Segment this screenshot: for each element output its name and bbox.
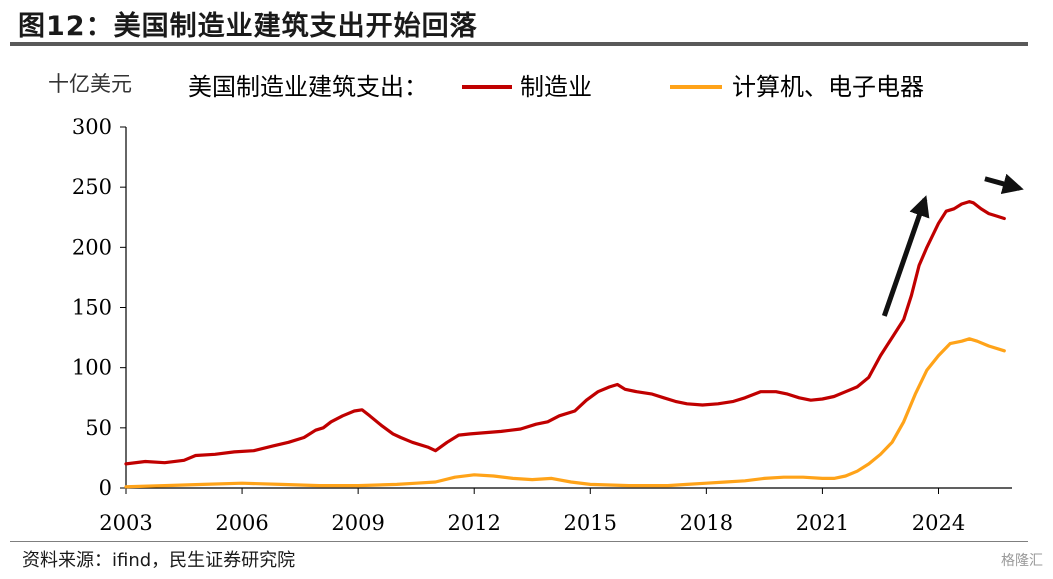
legend-title: 美国制造业建筑支出： — [188, 73, 428, 101]
y-tick-label: 50 — [85, 416, 112, 440]
x-tick-label: 2003 — [99, 511, 152, 535]
y-tick-label: 0 — [99, 476, 112, 500]
y-tick-label: 300 — [72, 115, 112, 139]
down-trend-arrow — [984, 173, 1024, 195]
y-tick-label: 100 — [72, 356, 112, 380]
x-tick-label: 2009 — [331, 511, 384, 535]
x-tick-label: 2018 — [680, 511, 733, 535]
source-note: 资料来源：ifind，民生证券研究院 — [22, 550, 296, 571]
axes: 0 50 100 150 200 250 300 2003 2006 2009 2012 2015 20… — [72, 115, 1012, 535]
x-tick-label: 2006 — [215, 511, 268, 535]
title-rule — [10, 42, 1028, 46]
legend: 美国制造业建筑支出： 制造业 计算机、电子电器 — [188, 73, 924, 101]
y-axis-label: 十亿美元 — [48, 72, 132, 96]
legend-label-manufacturing: 制造业 — [520, 73, 592, 101]
x-tick-label: 2021 — [796, 511, 849, 535]
y-tick-label: 250 — [72, 175, 112, 199]
x-tick-label: 2012 — [447, 511, 500, 535]
figure-title: 图12：美国制造业建筑支出开始回落 — [18, 11, 478, 42]
footer-rule — [10, 541, 1028, 542]
x-tick-label: 2015 — [564, 511, 617, 535]
trend-arrows — [881, 173, 1024, 317]
x-tick-label: 2024 — [912, 511, 965, 535]
legend-label-computer: 计算机、电子电器 — [732, 73, 924, 101]
series-line-manufacturing — [124, 200, 1006, 466]
y-tick-label: 200 — [72, 235, 112, 259]
watermark: 格隆汇 — [1001, 553, 1043, 569]
y-tick-label: 150 — [72, 296, 112, 320]
series-line-computer — [124, 337, 1006, 489]
series-lines — [124, 200, 1006, 489]
up-trend-arrow — [881, 195, 930, 317]
